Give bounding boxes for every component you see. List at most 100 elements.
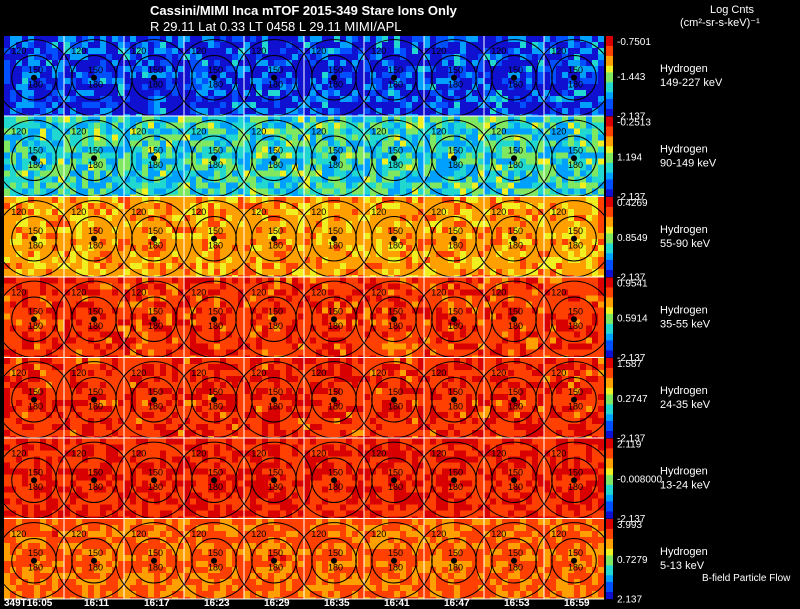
pixel-cell bbox=[40, 227, 46, 233]
pixel-cell bbox=[364, 269, 370, 275]
pixel-cell bbox=[364, 221, 370, 227]
pixel-cell bbox=[286, 90, 292, 96]
pixel-cell bbox=[508, 158, 514, 165]
pixel-cell bbox=[196, 269, 202, 275]
pixel-cell bbox=[82, 227, 88, 233]
pixel-cell bbox=[232, 295, 238, 302]
pixel-cell bbox=[214, 60, 220, 66]
pixel-cell bbox=[598, 140, 604, 147]
pixel-cell bbox=[4, 203, 10, 209]
pixel-cell bbox=[214, 90, 220, 96]
pixel-cell bbox=[454, 42, 460, 48]
pixel-cell bbox=[268, 239, 274, 245]
pixel-cell bbox=[208, 313, 214, 320]
pixel-cell bbox=[364, 96, 370, 102]
pixel-cell bbox=[286, 72, 292, 78]
pixel-cell bbox=[82, 102, 88, 108]
pixel-cell bbox=[124, 337, 130, 344]
pixel-cell bbox=[136, 301, 142, 308]
pixel-cell bbox=[466, 176, 472, 183]
pixel-cell bbox=[262, 78, 268, 84]
pixel-cell bbox=[100, 72, 106, 78]
pixel-cell bbox=[82, 245, 88, 251]
pixel-cell bbox=[514, 48, 520, 54]
pixel-cell bbox=[502, 66, 508, 72]
pixel-cell bbox=[82, 251, 88, 257]
pixel-cell bbox=[124, 176, 130, 183]
pixel-cell bbox=[316, 134, 322, 141]
pixel-cell bbox=[598, 78, 604, 84]
pixel-cell bbox=[46, 116, 52, 123]
pixel-cell bbox=[436, 164, 442, 171]
pixel-cell bbox=[286, 108, 292, 114]
pixel-cell bbox=[190, 277, 196, 284]
pixel-cell bbox=[424, 164, 430, 171]
pixel-cell bbox=[16, 257, 22, 263]
pixel-cell bbox=[430, 102, 436, 108]
pixel-cell bbox=[580, 60, 586, 66]
pixel-cell bbox=[562, 42, 568, 48]
pixel-cell bbox=[388, 251, 394, 257]
pixel-cell bbox=[304, 251, 310, 257]
pixel-cell bbox=[196, 152, 202, 159]
colorbar-segment bbox=[606, 143, 613, 147]
pixel-cell bbox=[184, 84, 190, 90]
pixel-cell bbox=[292, 90, 298, 96]
pixel-cell bbox=[220, 158, 226, 165]
pixel-cell bbox=[280, 48, 286, 54]
pixel-cell bbox=[472, 48, 478, 54]
pixel-cell bbox=[262, 182, 268, 189]
pixel-cell bbox=[58, 84, 64, 90]
pixel-cell bbox=[484, 239, 490, 245]
pixel-cell bbox=[334, 170, 340, 177]
pixel-cell bbox=[556, 96, 562, 102]
pixel-cell bbox=[214, 108, 220, 114]
pixel-cell bbox=[184, 233, 190, 239]
pixel-cell bbox=[448, 209, 454, 215]
pixel-cell bbox=[382, 158, 388, 165]
pixel-cell bbox=[124, 108, 130, 114]
pixel-cell bbox=[52, 277, 58, 284]
pixel-cell bbox=[94, 194, 100, 196]
pixel-cell bbox=[484, 221, 490, 227]
pixel-cell bbox=[58, 72, 64, 78]
pixel-cell bbox=[4, 96, 10, 102]
pixel-cell bbox=[502, 158, 508, 165]
pixel-cell bbox=[514, 257, 520, 263]
pixel-cell bbox=[154, 313, 160, 320]
pixel-cell bbox=[520, 140, 526, 147]
pixel-cell bbox=[112, 102, 118, 108]
pixel-cell bbox=[592, 188, 598, 195]
pixel-cell bbox=[58, 325, 64, 332]
pixel-cell bbox=[256, 108, 262, 114]
pixel-cell bbox=[262, 90, 268, 96]
contour-label: 150 bbox=[508, 226, 523, 236]
pixel-cell bbox=[208, 90, 214, 96]
pixel-cell bbox=[280, 158, 286, 165]
pixel-cell bbox=[292, 96, 298, 102]
pixel-cell bbox=[376, 54, 382, 60]
pixel-cell bbox=[40, 60, 46, 66]
pixel-cell bbox=[238, 188, 244, 195]
pixel-cell bbox=[346, 66, 352, 72]
pixel-cell bbox=[94, 36, 100, 42]
pixel-cell bbox=[76, 72, 82, 78]
pixel-cell bbox=[166, 114, 172, 116]
pixel-cell bbox=[172, 331, 178, 338]
colorbar-segment bbox=[606, 259, 613, 264]
colorbar-segment bbox=[606, 169, 613, 174]
pixel-cell bbox=[520, 176, 526, 183]
pixel-cell bbox=[508, 221, 514, 227]
pixel-cell bbox=[388, 128, 394, 135]
pixel-cell bbox=[22, 289, 28, 296]
pixel-cell bbox=[154, 209, 160, 215]
pixel-cell bbox=[514, 182, 520, 189]
pixel-cell bbox=[70, 343, 76, 350]
pixel-cell bbox=[484, 60, 490, 66]
pixel-cell bbox=[172, 114, 178, 116]
pixel-cell bbox=[112, 275, 118, 277]
pixel-cell bbox=[232, 176, 238, 183]
pixel-cell bbox=[352, 108, 358, 114]
pixel-cell bbox=[460, 140, 466, 147]
pixel-cell bbox=[490, 102, 496, 108]
